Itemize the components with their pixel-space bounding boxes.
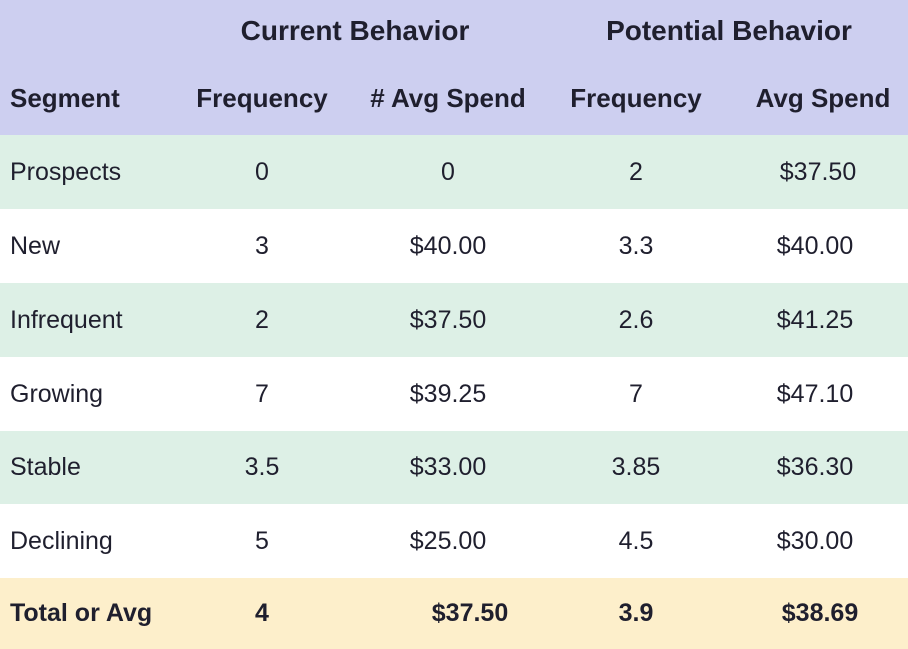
current-frequency-cell: 2 (255, 305, 269, 334)
column-header-row: Segment Frequency # Avg Spend Frequency … (0, 62, 908, 135)
segment-cell: New (10, 231, 61, 260)
current-avg-spend-cell: $40.00 (409, 231, 487, 260)
table-row: Growing 7 $39.25 7 $47.10 (0, 357, 908, 431)
current-frequency-cell: 5 (255, 526, 269, 555)
potential-frequency-cell: 3.85 (611, 453, 661, 481)
current-frequency-cell: 0 (255, 157, 269, 186)
total-potential-frequency: 3.9 (618, 599, 654, 627)
column-header-potential-frequency: Frequency (570, 83, 702, 113)
potential-avg-spend-cell: $41.25 (776, 305, 854, 334)
group-header-potential: Potential Behavior (606, 15, 852, 46)
group-header-current: Current Behavior (240, 15, 470, 46)
current-avg-spend-cell: 0 (441, 157, 455, 186)
column-header-current-avg-spend: # Avg Spend (370, 83, 526, 113)
table-row: Infrequent 2 $37.50 2.6 $41.25 (0, 283, 908, 357)
current-avg-spend-cell: $33.00 (409, 453, 487, 481)
total-label: Total or Avg (10, 599, 153, 627)
potential-avg-spend-cell: $37.50 (779, 157, 857, 186)
potential-frequency-cell: 3.3 (618, 231, 654, 260)
total-potential-avg-spend: $38.69 (781, 599, 859, 627)
current-frequency-cell: 3.5 (244, 453, 280, 481)
potential-frequency-cell: 7 (629, 379, 643, 408)
potential-avg-spend-cell: $36.30 (776, 453, 854, 481)
potential-avg-spend-cell: $40.00 (776, 231, 854, 260)
potential-frequency-cell: 4.5 (618, 526, 654, 555)
potential-avg-spend-cell: $47.10 (776, 379, 854, 408)
table-row: Stable 3.5 $33.00 3.85 $36.30 (0, 431, 908, 504)
total-current-frequency: 4 (255, 599, 269, 627)
segment-cell: Infrequent (10, 305, 123, 334)
table-row: Declining 5 $25.00 4.5 $30.00 (0, 504, 908, 578)
segment-cell: Growing (10, 379, 104, 408)
current-frequency-cell: 7 (255, 379, 269, 408)
table-header: Current Behavior Potential Behavior Segm… (0, 0, 908, 135)
total-row: Total or Avg 4 $37.50 3.9 $38.69 (0, 578, 908, 649)
segment-cell: Stable (10, 453, 81, 481)
column-header-current-frequency: Frequency (196, 83, 328, 113)
table-row: New 3 $40.00 3.3 $40.00 (0, 209, 908, 283)
potential-frequency-cell: 2.6 (618, 305, 654, 334)
segment-cell: Declining (10, 526, 113, 555)
column-header-potential-avg-spend: Avg Spend (755, 83, 891, 113)
column-header-segment: Segment (10, 83, 120, 113)
current-avg-spend-cell: $25.00 (409, 526, 487, 555)
current-avg-spend-cell: $39.25 (409, 379, 487, 408)
total-current-avg-spend: $37.50 (431, 599, 509, 627)
table-row: Prospects 0 0 2 $37.50 (0, 135, 908, 209)
potential-avg-spend-cell: $30.00 (776, 526, 854, 555)
current-frequency-cell: 3 (255, 231, 269, 260)
potential-frequency-cell: 2 (629, 157, 643, 186)
current-avg-spend-cell: $37.50 (409, 305, 487, 334)
segment-cell: Prospects (10, 157, 122, 186)
